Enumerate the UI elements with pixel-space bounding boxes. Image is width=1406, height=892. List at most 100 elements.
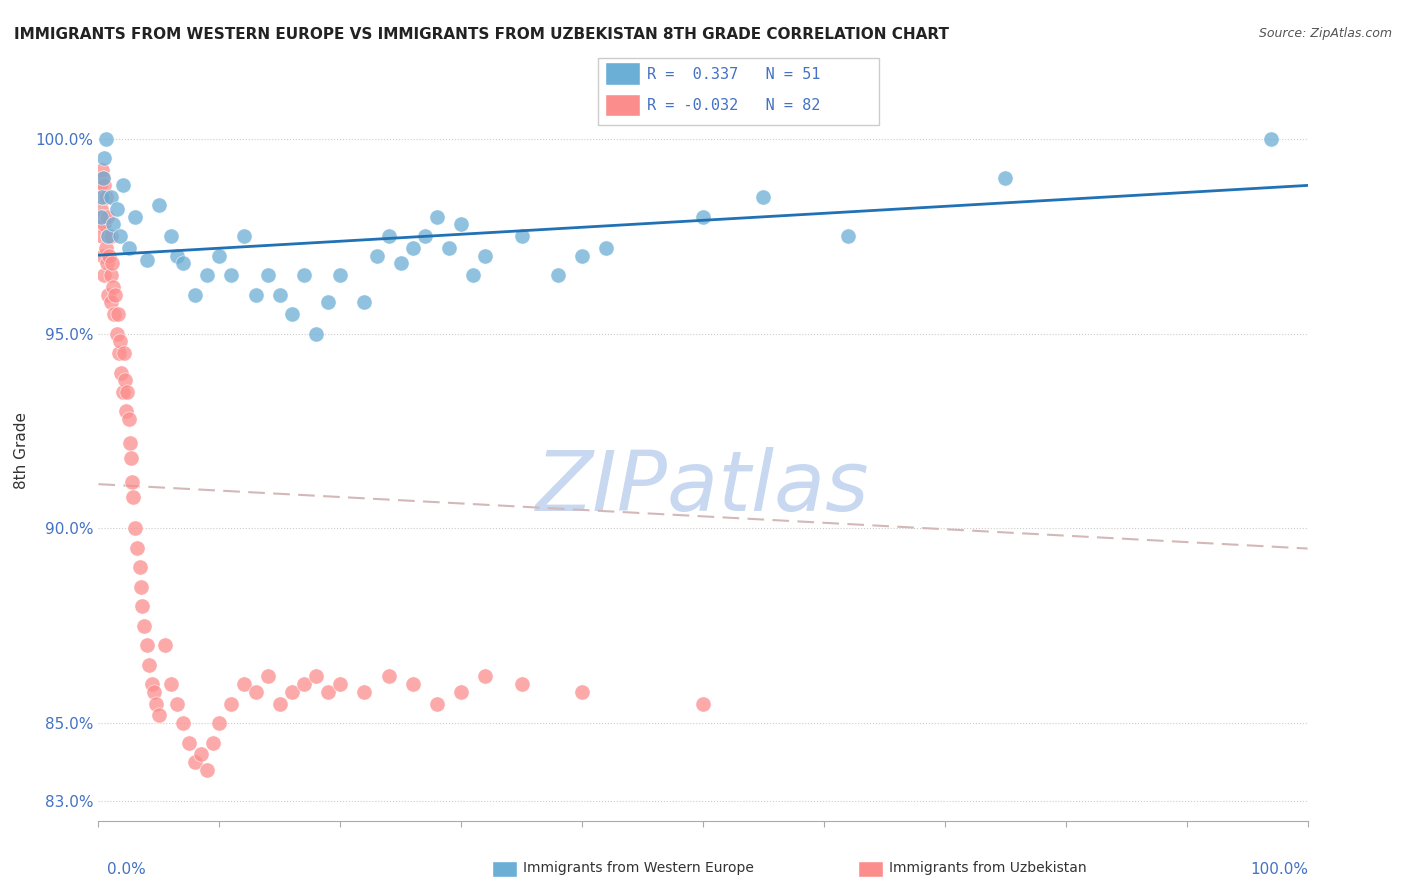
Point [256,268,278,282]
Point [127,541,149,555]
Point [316,295,339,310]
Point [595,241,617,255]
Point [91,249,114,263]
Point [107,307,129,321]
Text: Immigrants from Western Europe: Immigrants from Western Europe [523,861,754,875]
Point [111,384,134,399]
Point [100,190,122,204]
Point [118,241,141,255]
Point [93,178,115,193]
Point [148,708,170,723]
Text: 100.0%: 100.0% [1250,863,1309,877]
Point [148,198,170,212]
Text: ZIPatlas: ZIPatlas [536,447,870,528]
Point [256,669,278,683]
Point [353,295,375,310]
Point [172,716,194,731]
Text: R = -0.032   N = 82: R = -0.032 N = 82 [647,98,820,112]
Point [117,384,139,399]
Point [91,170,114,185]
Text: 0.0%: 0.0% [107,863,146,877]
Point [547,268,569,282]
Point [208,249,231,263]
Point [93,151,115,165]
Point [135,252,157,267]
Point [474,669,496,683]
Y-axis label: 8th Grade: 8th Grade [14,412,28,489]
Point [190,747,212,762]
Point [124,521,146,535]
Point [91,229,114,244]
Point [426,210,449,224]
Point [122,490,145,504]
Point [269,287,291,301]
Point [389,256,412,270]
Point [166,249,188,263]
Point [89,178,111,193]
Point [96,210,118,224]
Point [305,326,328,341]
Point [128,560,150,574]
Point [160,677,183,691]
Point [353,685,375,699]
Point [100,256,122,270]
Point [97,229,120,244]
Point [101,218,124,232]
Point [120,451,142,466]
Point [232,229,254,244]
Point [510,677,533,691]
Point [195,268,218,282]
Point [143,685,166,699]
Point [166,697,188,711]
Point [1260,132,1282,146]
Point [450,218,472,232]
Point [184,755,207,769]
Point [426,697,449,711]
Point [305,669,328,683]
Text: IMMIGRANTS FROM WESTERN EUROPE VS IMMIGRANTS FROM UZBEKISTAN 8TH GRADE CORRELATI: IMMIGRANTS FROM WESTERN EUROPE VS IMMIGR… [14,27,949,42]
Point [281,307,304,321]
Point [105,202,128,216]
Point [100,268,122,282]
Point [111,178,134,193]
Point [145,697,167,711]
Point [121,475,143,489]
Point [221,268,243,282]
Point [510,229,533,244]
Point [571,685,593,699]
Point [402,241,425,255]
Point [316,685,339,699]
Point [994,170,1017,185]
Point [114,373,136,387]
Text: Immigrants from Uzbekistan: Immigrants from Uzbekistan [889,861,1087,875]
Point [97,229,120,244]
Point [571,249,593,263]
Point [94,241,117,255]
Point [437,241,460,255]
Point [329,677,352,691]
Point [413,229,436,244]
Point [91,190,114,204]
Point [90,210,112,224]
Point [450,685,472,699]
Point [98,249,121,263]
Point [474,249,496,263]
Point [402,677,425,691]
Point [108,334,131,349]
Point [692,210,714,224]
Point [245,685,267,699]
Point [96,256,118,270]
Point [184,287,207,301]
Point [90,202,112,216]
Point [91,162,114,177]
Point [138,657,160,672]
Point [377,229,399,244]
Point [118,435,141,450]
Point [179,736,201,750]
Point [292,268,315,282]
Point [692,697,714,711]
Point [100,229,122,244]
Point [94,190,117,204]
Point [129,580,152,594]
Point [93,218,115,232]
